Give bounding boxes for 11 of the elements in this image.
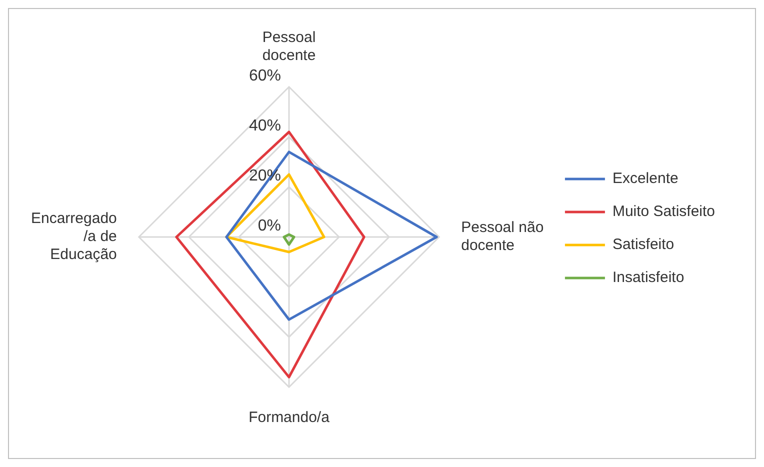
spoke-label: Formando/a [248,409,330,426]
spoke-label: Encarregado /a de Educação [30,210,117,264]
legend-label: Muito Satisfeito [612,203,715,220]
legend-label: Insatisfeito [612,269,684,286]
spoke-label: Pessoal não docente [461,219,544,254]
y-tick-label: 40% [248,117,281,134]
legend-label: Satisfeito [612,236,674,254]
legend-label: Excelente [612,170,678,188]
spoke-label: Pessoal docente [262,29,316,64]
y-tick-label: 0% [258,217,281,234]
y-tick-label: 60% [248,67,281,84]
